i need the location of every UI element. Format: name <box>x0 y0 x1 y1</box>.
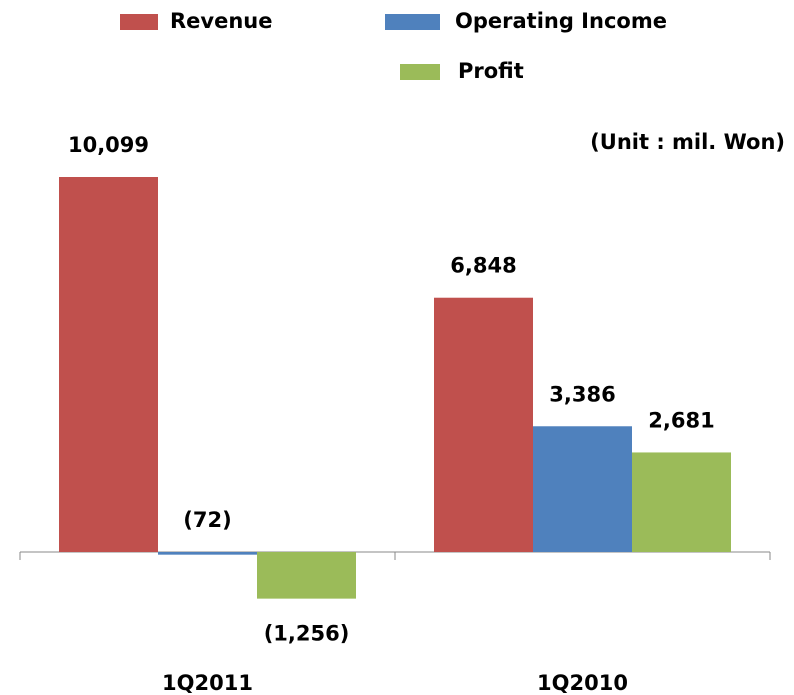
bar <box>59 177 158 552</box>
legend-swatch <box>385 14 440 30</box>
legend-swatch <box>400 64 440 80</box>
value-label: (1,256) <box>264 622 350 646</box>
value-label: 6,848 <box>450 254 516 278</box>
bar <box>257 552 356 599</box>
bar <box>158 552 257 555</box>
legend-label: Operating Income <box>455 9 667 33</box>
x-tick-label: 1Q2011 <box>162 671 253 695</box>
value-label: 2,681 <box>648 408 714 432</box>
x-tick-label: 1Q2010 <box>537 671 628 695</box>
value-label: 10,099 <box>68 133 149 157</box>
legend-label: Profit <box>458 59 524 83</box>
bar <box>632 452 731 552</box>
legend-label: Revenue <box>170 9 273 33</box>
value-label: (72) <box>183 508 231 532</box>
unit-note: (Unit : mil. Won) <box>590 130 785 154</box>
legend-swatch <box>120 14 158 30</box>
value-label: 3,386 <box>549 382 615 406</box>
bar <box>434 297 533 552</box>
bar <box>533 426 632 552</box>
